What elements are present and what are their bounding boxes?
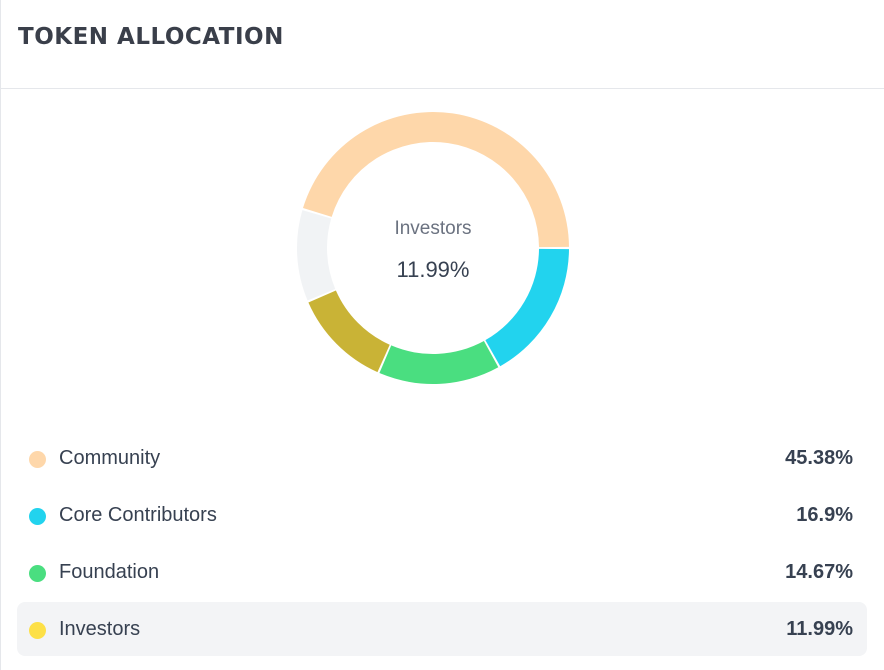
- donut-slice-core-contributors[interactable]: [485, 248, 569, 367]
- legend-item-label: Community: [59, 447, 161, 469]
- legend-item-value: 45.38%: [785, 447, 853, 469]
- legend-item-foundation[interactable]: Foundation 14.67%: [17, 545, 867, 599]
- donut-slice-foundation[interactable]: [379, 340, 499, 384]
- donut-chart: Investors 11.99%: [281, 96, 585, 400]
- legend-dot: [29, 508, 46, 525]
- legend-dot: [29, 565, 46, 582]
- legend-item-value: 14.67%: [785, 561, 853, 583]
- legend-item-label: Investors: [59, 618, 141, 640]
- card-title: TOKEN ALLOCATION: [18, 24, 284, 50]
- legend-item-label: Foundation: [59, 561, 160, 583]
- legend-item-label: Core Contributors: [59, 504, 217, 526]
- legend-item-value: 16.9%: [796, 504, 853, 526]
- donut-slice-community[interactable]: [302, 111, 569, 248]
- legend-item-investors[interactable]: Investors 11.99%: [17, 602, 867, 656]
- donut-slice-investors[interactable]: [308, 290, 390, 373]
- legend-item-value: 11.99%: [786, 618, 853, 640]
- donut-slice-other[interactable]: [297, 210, 336, 301]
- donut-center-value: 11.99%: [397, 257, 470, 282]
- donut-center-label: Investors: [394, 218, 471, 239]
- legend-dot: [29, 622, 46, 639]
- donut-slices: [297, 111, 569, 384]
- legend-list: Community 45.38% Core Contributors 16.9%…: [17, 431, 867, 659]
- legend-item-community[interactable]: Community 45.38%: [17, 431, 867, 485]
- card-header: TOKEN ALLOCATION: [1, 0, 884, 89]
- donut-chart-svg: Investors 11.99%: [297, 111, 569, 384]
- legend-item-core-contributors[interactable]: Core Contributors 16.9%: [17, 488, 867, 542]
- legend-dot: [29, 451, 46, 468]
